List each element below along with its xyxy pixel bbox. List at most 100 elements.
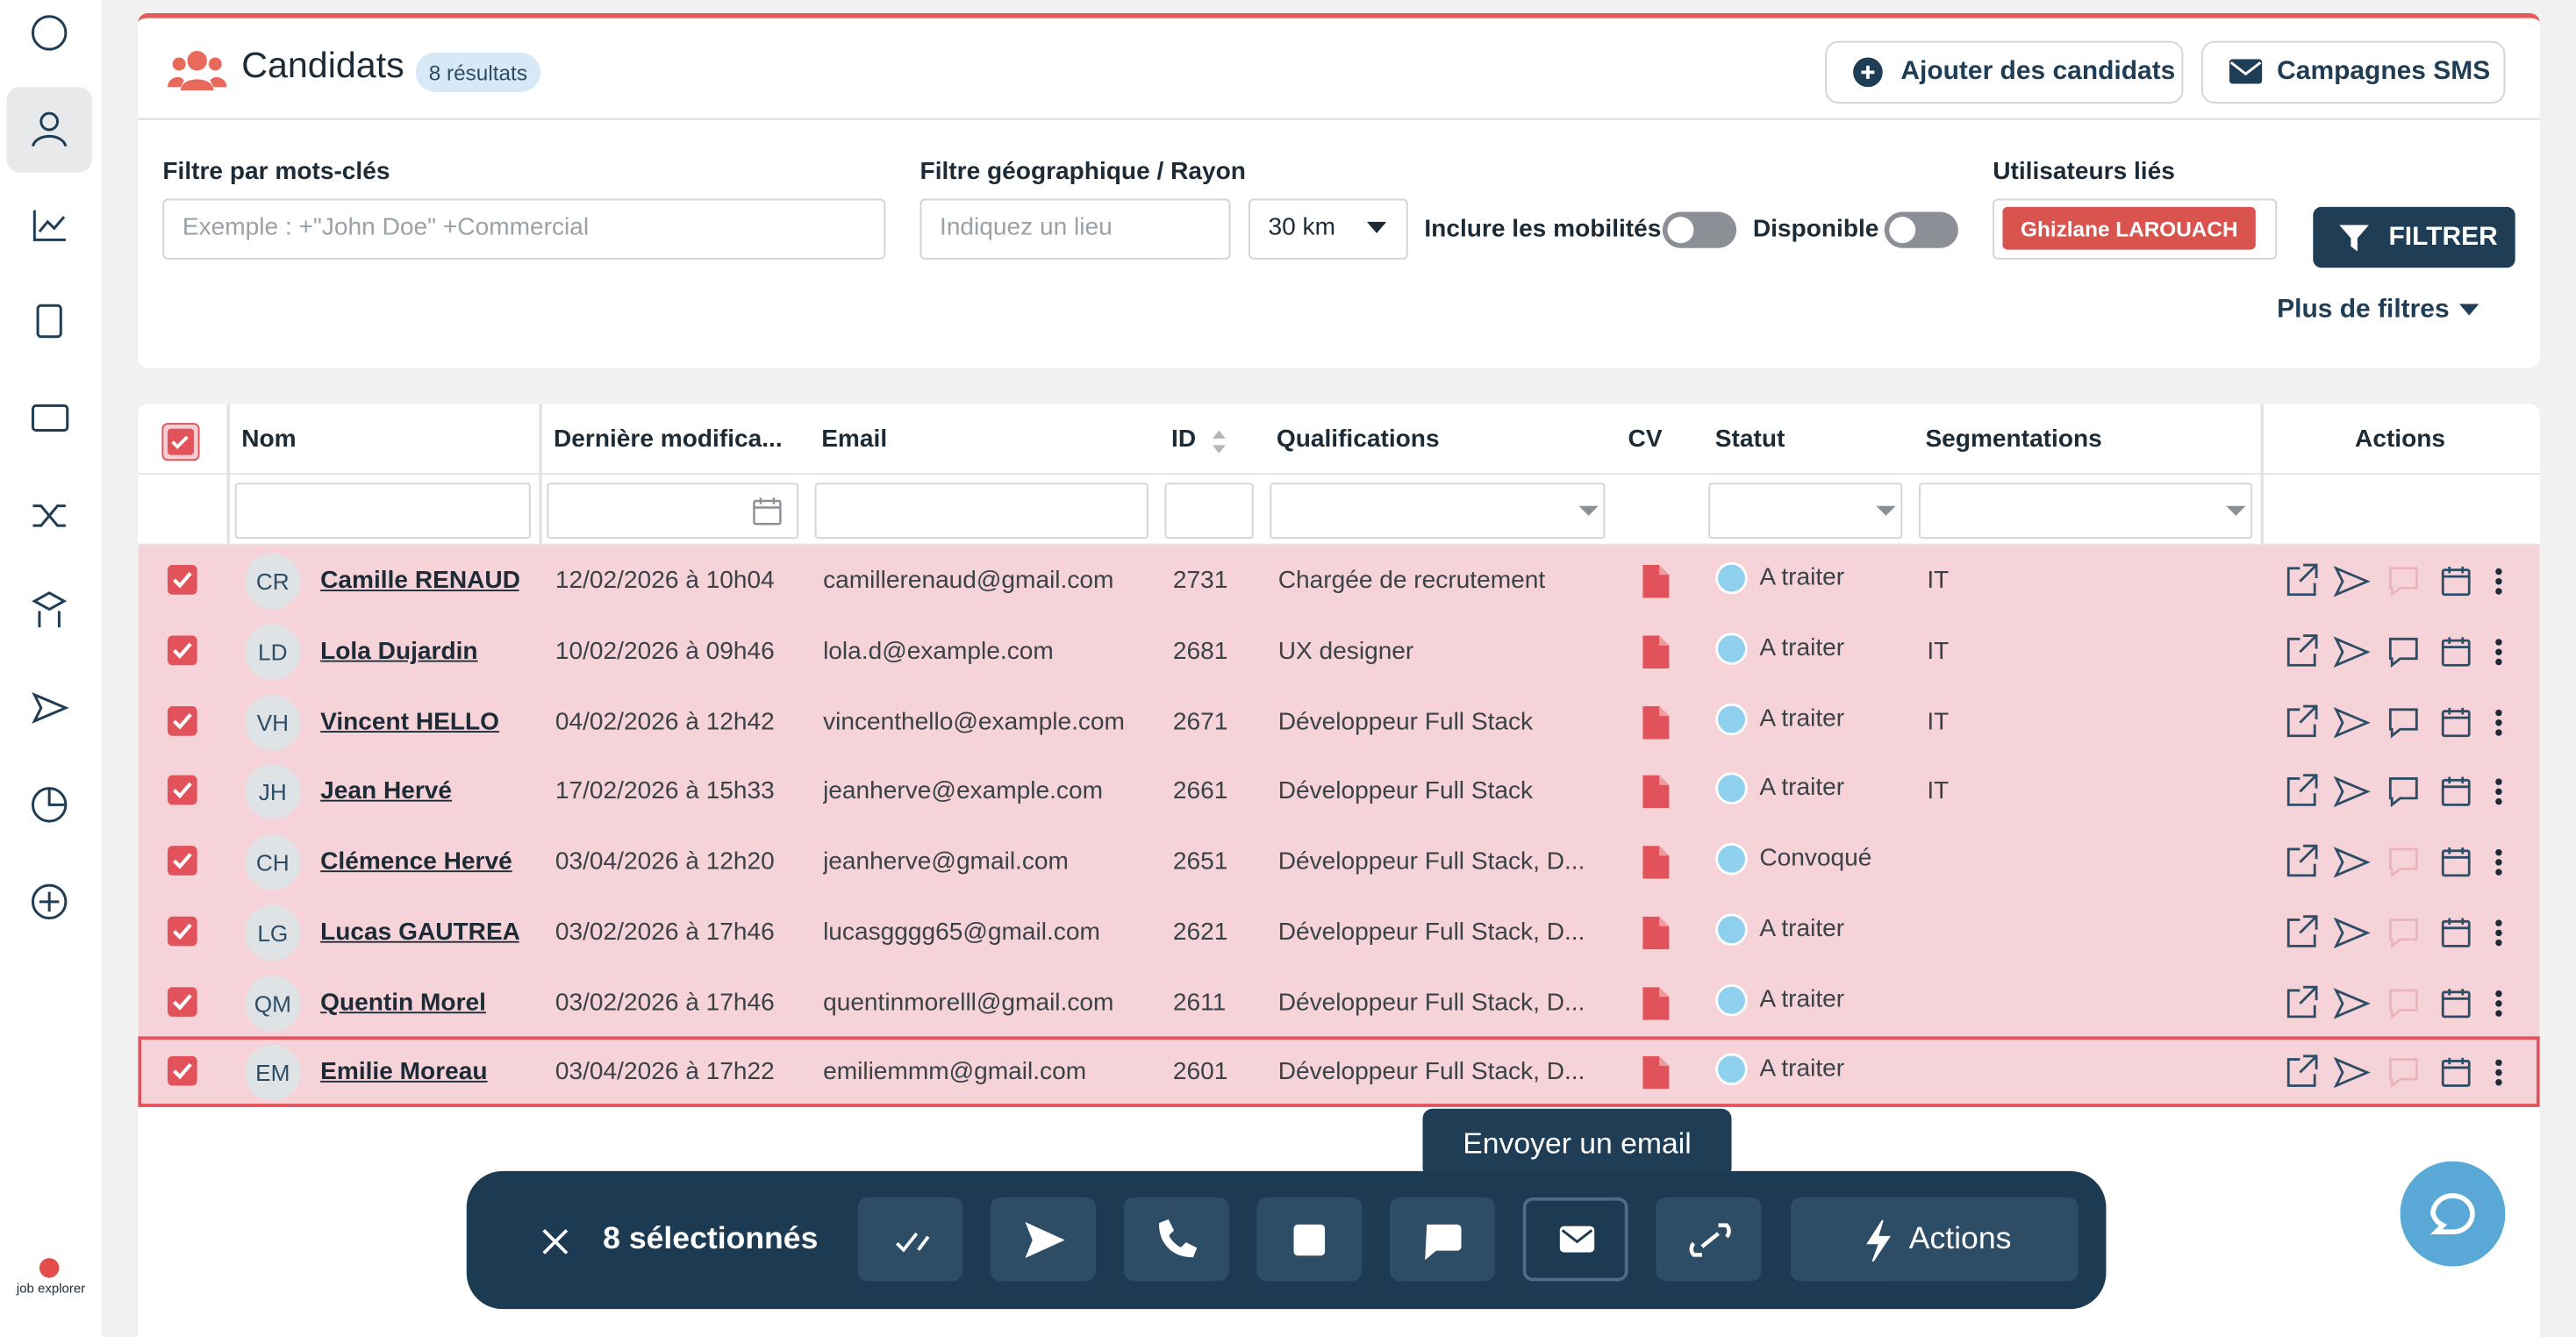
cv-icon[interactable] xyxy=(1640,916,1672,950)
select-all[interactable] xyxy=(161,422,200,461)
actions-button[interactable]: Actions xyxy=(1790,1197,2079,1282)
candidate-name[interactable]: Camille RENAUD xyxy=(320,566,519,595)
column-filter[interactable] xyxy=(1918,483,2253,540)
available-toggle[interactable] xyxy=(1884,211,1958,248)
table-row[interactable] xyxy=(138,545,2540,617)
status: A traiter xyxy=(1759,914,1845,943)
checkbox[interactable] xyxy=(166,844,198,876)
checkbox[interactable] xyxy=(166,985,198,1018)
row-actions[interactable] xyxy=(2284,915,2530,951)
selected-count: 8 sélectionnés xyxy=(603,1221,819,1257)
mobility-toggle[interactable] xyxy=(1662,211,1737,248)
logo-mark xyxy=(39,1258,60,1278)
candidate-name[interactable]: Vincent HELLO xyxy=(320,707,500,736)
status-dot xyxy=(1715,772,1748,804)
status-dot xyxy=(1715,983,1748,1017)
column-header[interactable]: ID xyxy=(1171,425,1197,454)
column-filter[interactable] xyxy=(1164,483,1254,540)
candidate-name[interactable]: Quentin Morel xyxy=(320,989,486,1017)
more-filters[interactable]: Plus de filtres xyxy=(2277,295,2450,324)
cell: Développeur Full Stack, D... xyxy=(1277,989,1585,1017)
status: A traiter xyxy=(1759,985,1845,1014)
avatar: EM xyxy=(244,1044,301,1101)
table-row[interactable] xyxy=(138,826,2540,897)
column-header[interactable]: CV xyxy=(1628,425,1663,454)
row-actions[interactable] xyxy=(2284,563,2530,599)
users-input[interactable] xyxy=(1993,198,2278,260)
checkbox[interactable] xyxy=(166,774,198,806)
cell: 04/02/2026 à 12h42 xyxy=(555,707,775,736)
segmentation: IT xyxy=(1927,637,1950,666)
status-dot xyxy=(1715,913,1748,946)
column-header[interactable]: Nom xyxy=(241,425,297,454)
status: A traiter xyxy=(1759,773,1845,802)
bulk-bar: 8 sélectionnés Actions xyxy=(466,1170,2107,1310)
segmentation: IT xyxy=(1927,776,1950,805)
avatar: CH xyxy=(244,834,301,890)
row-actions[interactable] xyxy=(2284,1055,2530,1090)
column-filter[interactable] xyxy=(1270,483,1606,540)
table-row[interactable] xyxy=(138,967,2540,1039)
user-tag[interactable]: Ghizlane LAROUACH xyxy=(2002,206,2257,250)
column-filter[interactable] xyxy=(234,483,531,540)
candidate-name[interactable]: Clémence Hervé xyxy=(320,847,512,876)
cv-icon[interactable] xyxy=(1640,565,1672,598)
cell: Développeur Full Stack, D... xyxy=(1277,918,1585,947)
candidate-name[interactable]: Jean Hervé xyxy=(320,776,453,805)
add-candidates-button[interactable]: Ajouter des candidats xyxy=(1825,40,2184,104)
checkbox[interactable] xyxy=(166,915,198,947)
table-row[interactable] xyxy=(138,755,2540,826)
cell: 17/02/2026 à 15h33 xyxy=(555,776,775,805)
checkbox[interactable] xyxy=(166,634,198,667)
cv-icon[interactable] xyxy=(1640,635,1672,668)
row-actions[interactable] xyxy=(2284,985,2530,1021)
avatar: QM xyxy=(244,976,301,1032)
chat-launcher[interactable] xyxy=(2400,1161,2506,1267)
candidate-name[interactable]: Emilie Moreau xyxy=(320,1057,488,1086)
checkbox[interactable] xyxy=(166,563,198,596)
cv-icon[interactable] xyxy=(1640,775,1672,809)
cell: 2621 xyxy=(1172,918,1228,947)
column-header[interactable]: Statut xyxy=(1714,425,1785,454)
column-filter[interactable] xyxy=(1708,483,1903,540)
keywords-input[interactable]: Exemple : +"John Doe" +Commercial xyxy=(162,198,886,260)
sms-campaign-button[interactable]: Campagnes SMS xyxy=(2201,40,2506,104)
column-header[interactable]: Actions xyxy=(2355,425,2446,454)
cell: 03/04/2026 à 17h22 xyxy=(555,1057,775,1086)
column-header[interactable]: Email xyxy=(821,425,888,454)
row-actions[interactable] xyxy=(2284,844,2530,880)
table-row[interactable] xyxy=(138,616,2540,687)
column-header[interactable]: Qualifications xyxy=(1276,425,1440,454)
column-header[interactable]: Segmentations xyxy=(1925,425,2102,454)
radius-select[interactable]: 30 km xyxy=(1249,198,1408,260)
column-filter[interactable] xyxy=(547,483,798,540)
cell: 03/02/2026 à 17h46 xyxy=(555,989,775,1017)
column-header[interactable]: Dernière modifica... xyxy=(553,425,783,454)
cv-icon[interactable] xyxy=(1640,987,1672,1020)
status-dot xyxy=(1715,633,1748,665)
status: Convoqué xyxy=(1759,844,1872,873)
table-row[interactable] xyxy=(138,897,2540,968)
row-actions[interactable] xyxy=(2284,774,2530,810)
cv-icon[interactable] xyxy=(1640,846,1672,879)
candidate-name[interactable]: Lucas GAUTREAU xyxy=(320,918,519,947)
cv-icon[interactable] xyxy=(1640,706,1672,740)
row-actions[interactable] xyxy=(2284,704,2530,740)
geo-input[interactable]: Indiquez un lieu xyxy=(919,198,1231,260)
table-row[interactable] xyxy=(138,686,2540,758)
call-button[interactable] xyxy=(1123,1197,1229,1282)
table-row[interactable] xyxy=(138,1036,2540,1107)
cell: quentinmorelll@gmail.com xyxy=(823,989,1114,1017)
row-actions[interactable] xyxy=(2284,634,2530,670)
candidate-name[interactable]: Lola Dujardin xyxy=(320,637,478,666)
column-filter[interactable] xyxy=(814,483,1148,540)
filter-button[interactable]: FILTRER xyxy=(2313,206,2515,268)
page-title: Candidats xyxy=(241,44,404,86)
segmentation: IT xyxy=(1927,707,1950,736)
avatar: LG xyxy=(244,904,301,962)
sort-icon[interactable] xyxy=(1211,430,1227,454)
close-icon[interactable] xyxy=(542,1228,569,1255)
cv-icon[interactable] xyxy=(1640,1055,1672,1090)
checkbox[interactable] xyxy=(166,704,198,737)
checkbox[interactable] xyxy=(166,1055,198,1087)
